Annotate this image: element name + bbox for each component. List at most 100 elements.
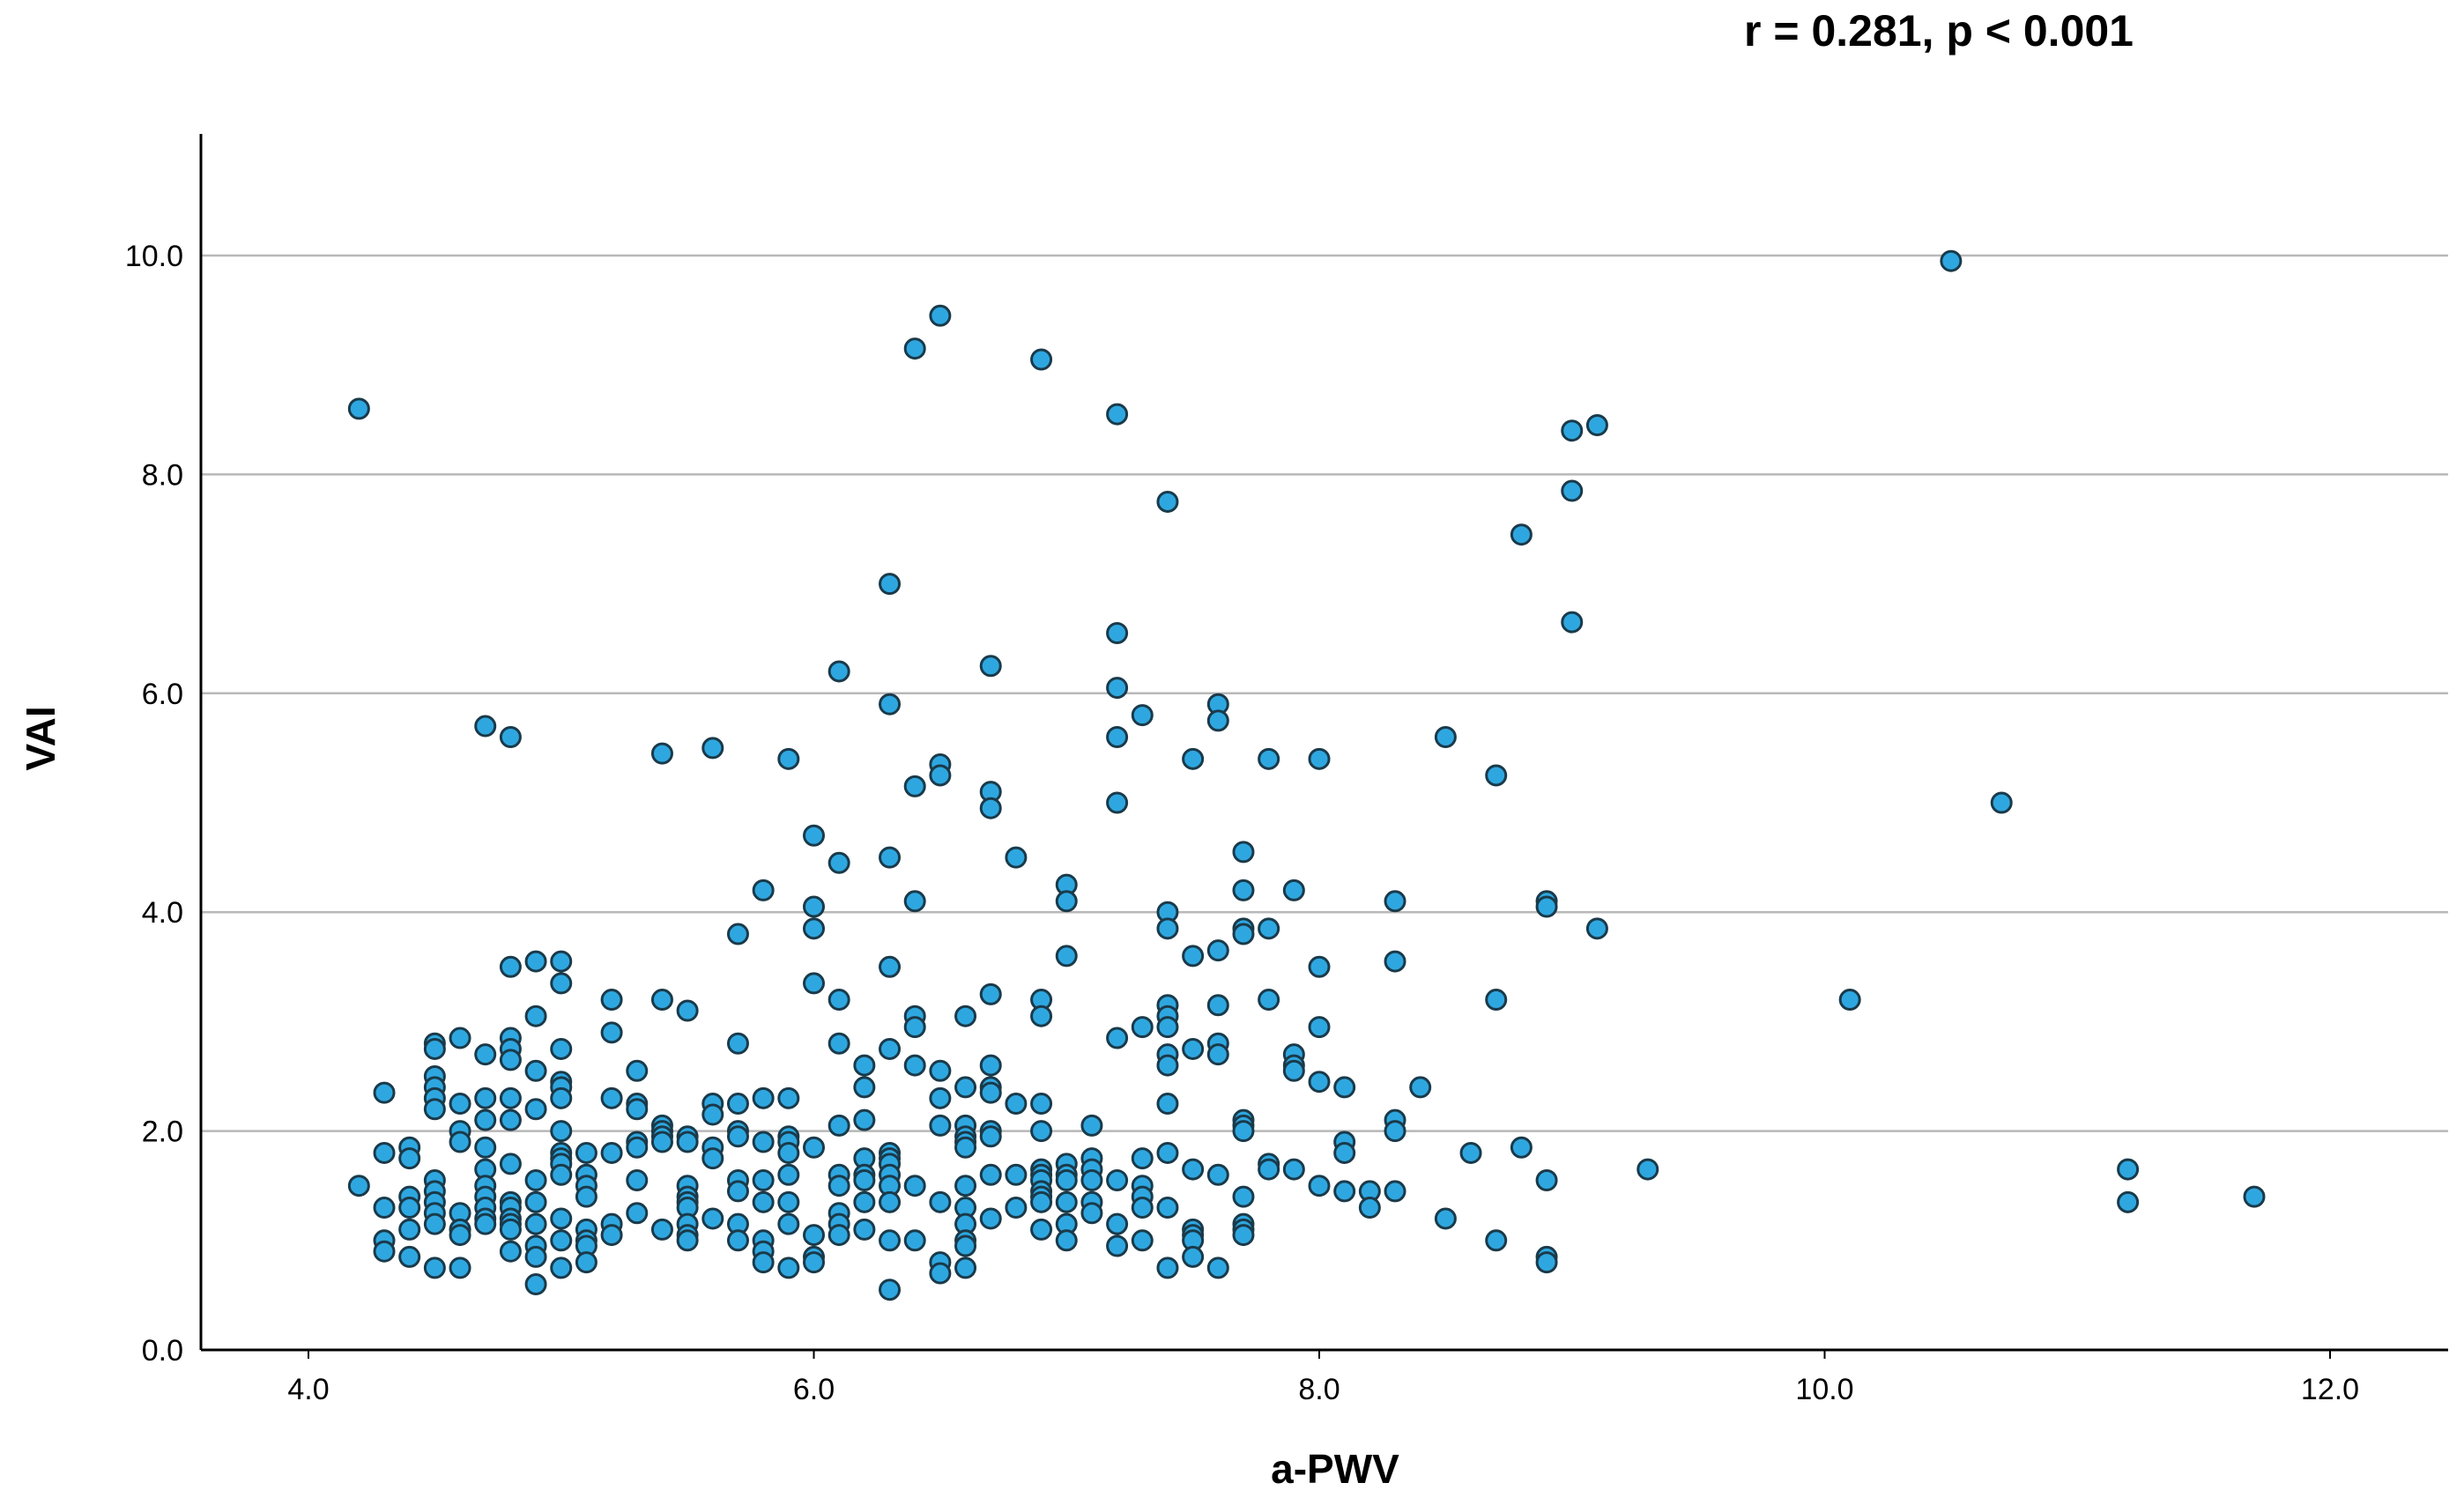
data-point xyxy=(1308,1071,1331,1094)
data-point xyxy=(1182,1245,1205,1268)
data-point xyxy=(903,1054,926,1077)
y-tick-label: 10.0 xyxy=(125,240,183,273)
y-tick-label: 4.0 xyxy=(142,896,183,930)
data-point xyxy=(550,1207,573,1230)
data-point xyxy=(879,693,902,715)
y-axis-title: VAI xyxy=(18,706,63,770)
tick-labels: 0.0 2.0 4.0 6.0 8.0 10.0 4.0 6.0 8.0 10.0 12.0 xyxy=(125,240,2359,1406)
data-point xyxy=(1384,950,1406,973)
data-point xyxy=(524,1245,547,1268)
data-point xyxy=(575,1185,597,1208)
x-tick-label: 4.0 xyxy=(287,1373,329,1406)
data-point xyxy=(828,1224,850,1247)
data-point xyxy=(600,1141,623,1164)
data-point xyxy=(474,1086,497,1109)
x-axis-title: a-PWV xyxy=(1271,1446,1399,1492)
data-point xyxy=(903,1175,926,1197)
data-point xyxy=(550,950,573,973)
data-point xyxy=(1055,945,1078,968)
data-point xyxy=(575,1141,597,1164)
data-point xyxy=(626,1059,649,1082)
data-point xyxy=(777,1141,800,1164)
data-point xyxy=(1055,1229,1078,1252)
data-point xyxy=(373,1141,396,1164)
x-tick-label: 6.0 xyxy=(793,1373,835,1406)
data-point xyxy=(701,1207,724,1230)
data-point xyxy=(1131,1147,1154,1170)
data-point xyxy=(676,1131,699,1153)
data-point xyxy=(1106,1212,1129,1235)
data-point xyxy=(1384,1120,1406,1143)
data-point xyxy=(550,1120,573,1143)
data-point xyxy=(1308,1175,1331,1197)
data-point xyxy=(828,660,850,683)
data-point xyxy=(1510,523,1533,546)
data-point xyxy=(1535,1168,1558,1191)
data-point xyxy=(903,890,926,913)
data-point xyxy=(1258,917,1280,940)
y-tick-label: 2.0 xyxy=(142,1116,183,1149)
data-point xyxy=(499,1086,522,1109)
data-point xyxy=(1485,1229,1508,1252)
data-point xyxy=(1561,419,1584,442)
data-point xyxy=(929,1086,952,1109)
data-point xyxy=(499,1153,522,1175)
data-point xyxy=(1156,1141,1179,1164)
data-point xyxy=(1131,1016,1154,1039)
data-point xyxy=(1358,1197,1381,1220)
data-point xyxy=(499,955,522,978)
data-point xyxy=(398,1197,421,1220)
data-point xyxy=(524,1272,547,1295)
data-point xyxy=(474,1108,497,1131)
data-point xyxy=(1156,1093,1179,1116)
data-point xyxy=(1434,1207,1457,1230)
data-point xyxy=(903,1016,926,1039)
data-point xyxy=(524,1212,547,1235)
data-point xyxy=(676,999,699,1022)
data-point xyxy=(954,1005,977,1027)
data-point xyxy=(398,1245,421,1268)
data-point xyxy=(1156,1054,1179,1077)
data-point xyxy=(1005,1197,1028,1220)
x-tick-label: 8.0 xyxy=(1298,1373,1340,1406)
data-point xyxy=(828,1032,850,1055)
data-point xyxy=(650,1131,673,1153)
data-point xyxy=(853,1054,876,1077)
data-point xyxy=(1106,677,1129,700)
data-point xyxy=(550,1037,573,1060)
data-point xyxy=(1030,1218,1053,1241)
data-point xyxy=(752,1086,775,1109)
data-point xyxy=(1030,1093,1053,1116)
data-point xyxy=(1258,1158,1280,1181)
data-point xyxy=(1990,791,2013,814)
data-point xyxy=(1080,1202,1103,1225)
data-point xyxy=(803,1251,825,1274)
data-point xyxy=(1308,955,1331,978)
data-point xyxy=(626,1136,649,1159)
data-point xyxy=(1131,1197,1154,1220)
data-point xyxy=(423,1037,446,1060)
data-point xyxy=(1106,725,1129,748)
data-point xyxy=(1080,1168,1103,1191)
data-point xyxy=(474,1136,497,1159)
data-point xyxy=(954,1076,977,1099)
data-point xyxy=(1106,1027,1129,1049)
data-point xyxy=(1409,1076,1432,1099)
data-point xyxy=(1030,1005,1053,1027)
data-point xyxy=(701,737,724,760)
data-point xyxy=(499,1108,522,1131)
data-point xyxy=(701,1147,724,1170)
data-point xyxy=(499,1049,522,1071)
data-point xyxy=(1005,846,1028,869)
data-point xyxy=(954,1234,977,1257)
data-point xyxy=(347,397,370,420)
y-tick-label: 6.0 xyxy=(142,678,183,711)
data-point xyxy=(449,1027,471,1049)
data-point xyxy=(1282,1059,1305,1082)
data-point xyxy=(903,337,926,360)
data-point xyxy=(1585,414,1608,437)
data-point xyxy=(524,950,547,973)
data-point xyxy=(879,1190,902,1213)
data-point xyxy=(828,1175,850,1197)
